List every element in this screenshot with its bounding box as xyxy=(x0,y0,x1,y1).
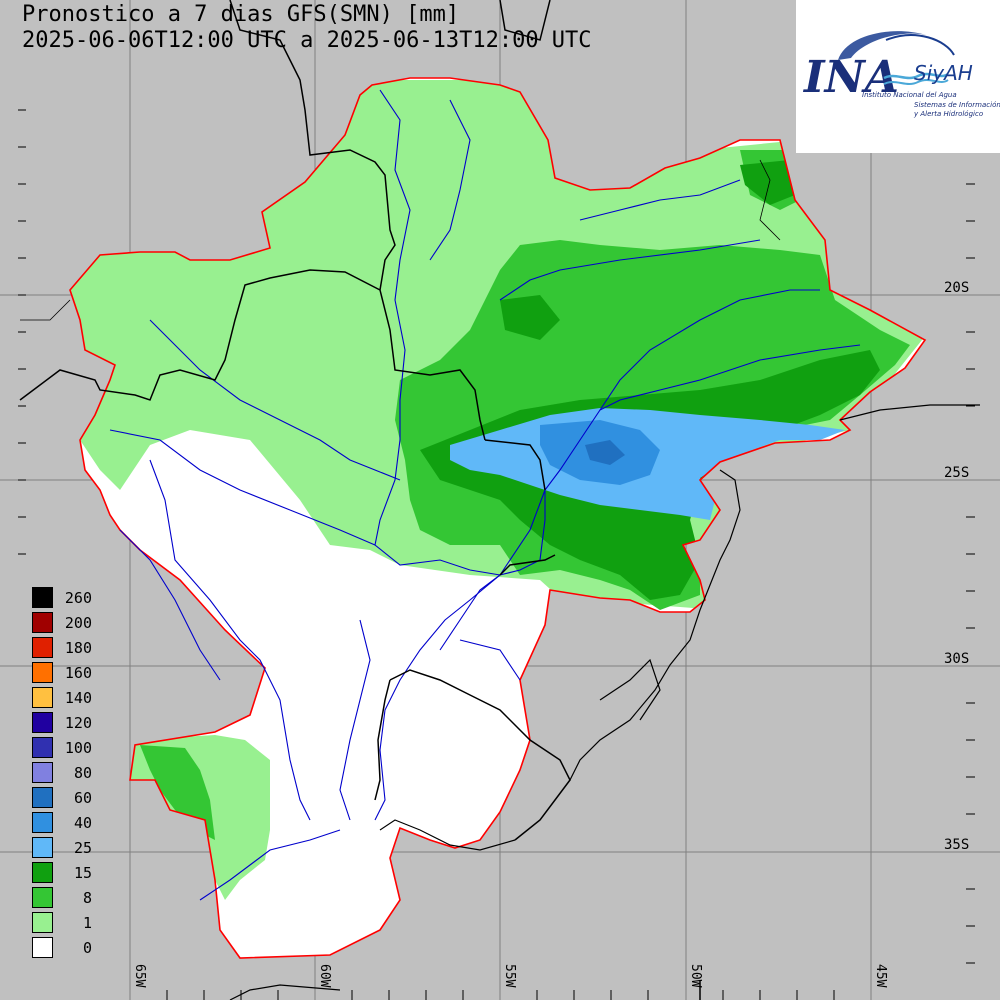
legend-row: 260 xyxy=(32,585,102,610)
legend-swatch xyxy=(32,712,53,733)
legend-label: 1 xyxy=(82,914,92,932)
legend-label: 15 xyxy=(73,864,92,882)
map-period: 2025-06-06T12:00 UTC a 2025-06-13T12:00 … xyxy=(22,28,592,53)
legend-label: 140 xyxy=(64,689,92,707)
logo-desc1: Sistemas de Información xyxy=(914,101,1000,109)
legend-swatch xyxy=(32,837,53,858)
legend-row: 8 xyxy=(32,885,102,910)
legend-swatch xyxy=(32,612,53,633)
legend-label: 200 xyxy=(64,614,92,632)
logo-org: Instituto Nacional del Agua xyxy=(862,91,957,99)
legend-row: 1 xyxy=(32,910,102,935)
legend-row: 15 xyxy=(32,860,102,885)
legend-swatch xyxy=(32,887,53,908)
legend-swatch xyxy=(32,912,53,933)
logo-brand: INA xyxy=(802,52,899,103)
legend-label: 25 xyxy=(73,839,92,857)
rivers xyxy=(109,89,861,901)
legend-swatch xyxy=(32,637,53,658)
internal-borders xyxy=(20,159,781,321)
legend-label: 0 xyxy=(82,939,92,957)
country-borders xyxy=(19,0,701,1000)
legend-label: 180 xyxy=(64,639,92,657)
logo-desc2: y Alerta Hidrológico xyxy=(913,110,983,118)
legend-swatch xyxy=(32,787,53,808)
legend-label: 80 xyxy=(73,764,92,782)
lon-label: 65W xyxy=(132,964,147,988)
legend-row: 120 xyxy=(32,710,102,735)
lon-label: 45W xyxy=(873,964,888,988)
zone-15mm-b xyxy=(740,160,795,205)
legend-row: 200 xyxy=(32,610,102,635)
legend-row: 40 xyxy=(32,810,102,835)
legend-label: 120 xyxy=(64,714,92,732)
legend-row: 60 xyxy=(32,785,102,810)
lon-label: 60W xyxy=(317,964,332,988)
ina-siyah-logo: INA SiyAH Instituto Nacional del Agua Si… xyxy=(796,0,1000,153)
legend-label: 8 xyxy=(82,889,92,907)
lat-label: 30S xyxy=(944,651,970,667)
legend-swatch xyxy=(32,812,53,833)
precipitation-legend: 260 200 180 160 140 120 100 80 60 40 25 15 8 1 0 xyxy=(32,585,102,960)
legend-swatch xyxy=(32,862,53,883)
legend-row: 160 xyxy=(32,660,102,685)
lon-label: 50W xyxy=(688,964,703,988)
legend-label: 160 xyxy=(64,664,92,682)
zone-60mm xyxy=(585,440,625,465)
coastline xyxy=(229,404,980,1000)
legend-label: 260 xyxy=(64,589,92,607)
zone-15mm-c xyxy=(500,295,560,340)
zone-8mm-south xyxy=(140,745,215,840)
legend-swatch xyxy=(32,737,53,758)
lon-label: 55W xyxy=(502,964,517,988)
legend-row: 100 xyxy=(32,735,102,760)
legend-swatch xyxy=(32,662,53,683)
logo-sub: SiyAH xyxy=(914,61,973,85)
legend-label: 40 xyxy=(73,814,92,832)
legend-row: 80 xyxy=(32,760,102,785)
legend-row: 140 xyxy=(32,685,102,710)
legend-swatch xyxy=(32,937,53,958)
map-title: Pronostico a 7 dias GFS(SMN) [mm] xyxy=(22,2,460,27)
legend-swatch xyxy=(32,687,53,708)
legend-label: 60 xyxy=(73,789,92,807)
legend-label: 100 xyxy=(64,739,92,757)
legend-swatch xyxy=(32,587,53,608)
edge-ticks xyxy=(18,109,975,1000)
lat-label: 20S xyxy=(944,280,970,296)
legend-row: 25 xyxy=(32,835,102,860)
lat-label: 35S xyxy=(944,837,970,853)
legend-row: 180 xyxy=(32,635,102,660)
legend-swatch xyxy=(32,762,53,783)
legend-row: 0 xyxy=(32,935,102,960)
lat-label: 25S xyxy=(944,465,970,481)
